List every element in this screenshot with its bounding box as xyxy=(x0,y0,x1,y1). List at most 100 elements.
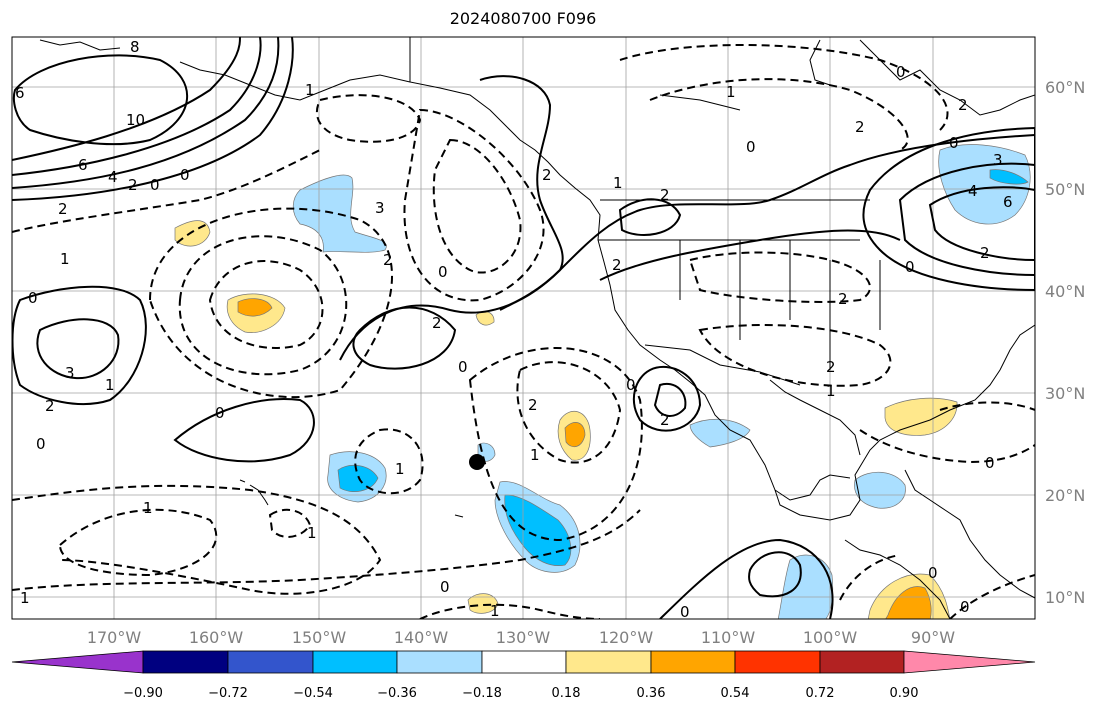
map-title: 2024080700 F096 xyxy=(449,9,597,28)
contour-label: 1 xyxy=(395,460,405,478)
contour-label: 2 xyxy=(958,96,968,114)
colorbar-segment xyxy=(650,650,736,674)
colorbar-segment xyxy=(819,650,905,674)
contour-label: 0 xyxy=(180,166,190,184)
contour-label: 0 xyxy=(28,289,38,307)
contour-label: 4 xyxy=(968,182,978,200)
colorbar-tick-label: 0.72 xyxy=(806,686,835,701)
colorbar-tick-label: 0.90 xyxy=(890,686,919,701)
contour-label: 0 xyxy=(438,263,448,281)
colorbar-segment xyxy=(227,650,314,674)
contour-label: 2 xyxy=(980,244,990,262)
contour-label: 0 xyxy=(960,598,970,616)
colorbar-tick-label: −0.72 xyxy=(208,686,248,701)
colorbar-tick-labels: −0.90 −0.72 −0.54 −0.36 −0.18 0.18 0.36 … xyxy=(123,686,918,701)
contour-label: 0 xyxy=(440,578,450,596)
contour-label: 1 xyxy=(726,83,736,101)
contour-label: 1 xyxy=(530,446,540,464)
longitude-labels: 170°W 160°W 150°W 140°W 130°W 120°W 110°… xyxy=(87,628,955,647)
lon-label: 90°W xyxy=(911,628,955,647)
contour-label: 10 xyxy=(126,111,145,129)
contour-label: 0 xyxy=(150,176,160,194)
contour-label: 3 xyxy=(993,151,1003,169)
colorbar-tick-label: −0.36 xyxy=(377,686,417,701)
contour-labels: 8 6 10 6 4 2 0 0 2 1 3 2 1 3 2 0 1 0 0 2… xyxy=(15,38,1013,621)
lon-label: 110°W xyxy=(701,628,756,647)
contour-label: 2 xyxy=(826,358,836,376)
lon-label: 140°W xyxy=(394,628,449,647)
colorbar-tick-label: −0.54 xyxy=(293,686,333,701)
contour-label: 1 xyxy=(490,602,500,620)
contour-label: 0 xyxy=(215,404,225,422)
contour-label: 2 xyxy=(383,251,393,269)
contours-dashed xyxy=(12,44,1035,619)
colorbar-segment xyxy=(481,650,567,674)
contour-label: 1 xyxy=(305,81,315,99)
colorbar-segment xyxy=(142,650,229,674)
contour-label: 0 xyxy=(626,376,636,394)
contour-label: 6 xyxy=(1003,193,1013,211)
coastlines xyxy=(39,37,1035,619)
colorbar-tick-label: 0.36 xyxy=(637,686,666,701)
contour-label: 2 xyxy=(528,396,538,414)
contour-label: 2 xyxy=(838,290,848,308)
contour-label: 2 xyxy=(128,176,138,194)
shading-layer xyxy=(174,144,1031,619)
lon-label: 170°W xyxy=(87,628,142,647)
contour-label: 6 xyxy=(78,156,88,174)
map-frame xyxy=(11,36,1036,620)
contour-label: 2 xyxy=(855,118,865,136)
contour-label: 0 xyxy=(905,258,915,276)
storm-position-marker xyxy=(469,454,485,470)
contour-label: 1 xyxy=(143,499,153,517)
lat-label: 60°N xyxy=(1045,78,1085,97)
colorbar-tick-label: −0.90 xyxy=(123,686,163,701)
contour-label: 1 xyxy=(20,589,30,607)
lat-label: 50°N xyxy=(1045,180,1085,199)
contour-label: 0 xyxy=(458,358,468,376)
contour-label: 6 xyxy=(15,84,25,102)
colorbar-segment xyxy=(312,650,398,674)
lat-label: 40°N xyxy=(1045,282,1085,301)
colorbar-segment xyxy=(565,650,652,674)
colorbar-segment xyxy=(734,650,821,674)
contour-label: 0 xyxy=(896,63,906,81)
contours xyxy=(12,37,1035,619)
contour-label: 2 xyxy=(660,411,670,429)
contour-label: 0 xyxy=(985,454,995,472)
contour-label: 2 xyxy=(612,256,622,274)
lat-label: 30°N xyxy=(1045,384,1085,403)
colorbar-tick-label: 0.54 xyxy=(721,686,750,701)
contour-label: 1 xyxy=(60,250,70,268)
contour-label: 0 xyxy=(928,564,938,582)
contour-label: 1 xyxy=(613,174,623,192)
latitude-labels: 60°N 50°N 40°N 30°N 20°N 10°N xyxy=(1045,78,1085,607)
lon-label: 120°W xyxy=(599,628,654,647)
contour-label: 1 xyxy=(307,524,317,542)
colorbar-extend-min xyxy=(11,650,144,674)
colorbar-tick-label: −0.18 xyxy=(462,686,502,701)
contour-label: 4 xyxy=(108,168,118,186)
lon-label: 160°W xyxy=(189,628,244,647)
contour-label: 1 xyxy=(826,382,836,400)
colorbar-segment xyxy=(396,650,483,674)
contour-label: 0 xyxy=(949,134,959,152)
contour-label: 2 xyxy=(45,397,55,415)
contour-label: 0 xyxy=(680,603,690,621)
contour-label: 1 xyxy=(105,376,115,394)
lat-label: 20°N xyxy=(1045,486,1085,505)
lon-label: 150°W xyxy=(292,628,347,647)
contour-label: 2 xyxy=(432,314,442,332)
contour-label: 0 xyxy=(746,138,756,156)
contour-label: 2 xyxy=(542,166,552,184)
contour-label: 2 xyxy=(58,200,68,218)
colorbar-tick-label: 0.18 xyxy=(552,686,581,701)
contour-label: 3 xyxy=(375,199,385,217)
contour-label: 0 xyxy=(36,435,46,453)
contour-label: 8 xyxy=(130,38,140,56)
colorbar-extend-max xyxy=(903,650,1036,674)
lat-label: 10°N xyxy=(1045,588,1085,607)
colorbar xyxy=(11,650,1036,674)
lon-label: 130°W xyxy=(496,628,551,647)
